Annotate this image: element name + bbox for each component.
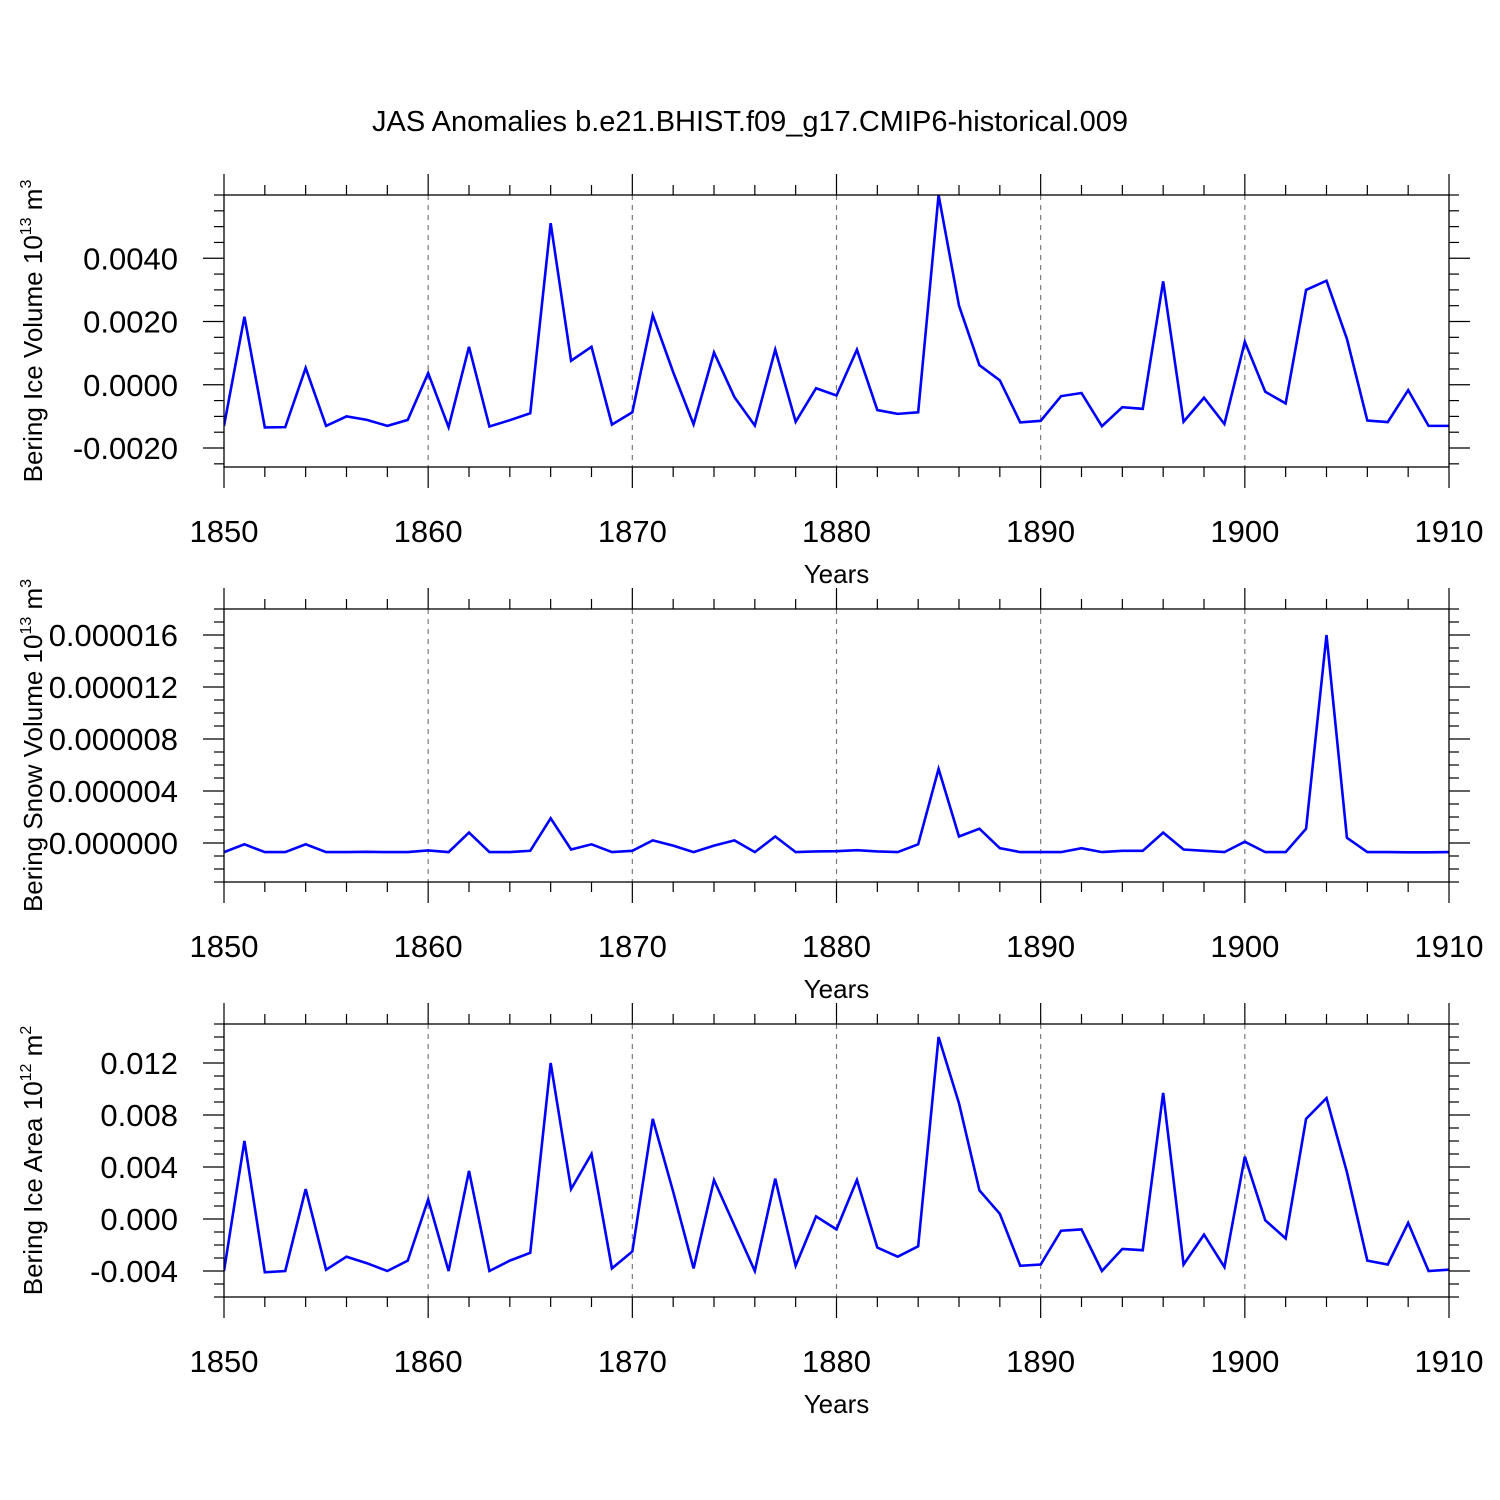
series-line: [224, 195, 1449, 432]
y-axis-label-text: Bering Ice Volume 10: [18, 235, 48, 482]
x-tick-label: 1870: [598, 514, 667, 549]
plot-frame: [223, 1023, 1450, 1298]
y-tick-label: 0.000004: [49, 774, 178, 809]
y-axis-label: Bering Snow Volume 1013 m3: [18, 579, 48, 912]
x-axis-label: Years: [804, 974, 870, 1004]
y-axis-label-unit: m: [18, 1035, 48, 1064]
y-tick-label: 0.012: [100, 1046, 178, 1081]
y-tick-label: 0.0040: [83, 241, 178, 276]
plot-frame: [223, 194, 1450, 468]
series-line: [224, 634, 1449, 854]
x-tick-label: 1900: [1210, 929, 1279, 964]
x-tick-label: 1870: [598, 929, 667, 964]
y-axis-label: Bering Ice Volume 1013 m3: [18, 180, 48, 483]
y-tick-label: 0.004: [100, 1150, 178, 1185]
y-tick-label: 0.0020: [83, 305, 178, 340]
plot-frame: [223, 608, 1450, 883]
y-axis-label-exponent: 13: [18, 617, 35, 635]
x-tick-label: 1870: [598, 1344, 667, 1379]
y-tick-label: 0.000000: [49, 826, 178, 861]
y-axis-label-unit-exponent: 3: [18, 180, 35, 189]
x-tick-label: 1860: [394, 929, 463, 964]
y-tick-label: 0.000016: [49, 618, 178, 653]
x-tick-label: 1890: [1006, 929, 1075, 964]
x-tick-label: 1880: [802, 929, 871, 964]
y-axis-label: Bering Ice Area 1012 m2: [18, 1026, 48, 1296]
x-tick-label: 1850: [190, 1344, 259, 1379]
x-tick-label: 1850: [190, 514, 259, 549]
y-axis-label-exponent: 13: [18, 217, 35, 235]
x-axis-label: Years: [804, 559, 870, 589]
y-axis-label-text: Bering Snow Volume 10: [18, 635, 48, 913]
figure-title: JAS Anomalies b.e21.BHIST.f09_g17.CMIP6-…: [372, 106, 1128, 138]
x-tick-label: 1850: [190, 929, 259, 964]
y-axis-label-exponent: 12: [18, 1063, 35, 1081]
x-tick-label: 1880: [802, 514, 871, 549]
x-tick-label: 1890: [1006, 514, 1075, 549]
chart-panel-ice-volume: -0.0020 0.0000 0.0020 0.0040 1850 1860 1870 188…: [18, 174, 1483, 589]
y-axis-label-unit: m: [18, 189, 48, 218]
y-axis-label-unit-exponent: 3: [18, 579, 35, 588]
x-tick-label: 1860: [394, 514, 463, 549]
chart-panel-ice-area: -0.004 0.000 0.004 0.008 0.012 1850 1860 1870 18…: [18, 1003, 1483, 1419]
y-tick-label: -0.004: [90, 1254, 178, 1289]
x-tick-label: 1860: [394, 1344, 463, 1379]
chart-panel-snow-volume: 0.000000 0.000004 0.000008 0.000012 0.000016…: [18, 579, 1483, 1004]
series-line: [224, 1036, 1449, 1276]
y-tick-label: 0.000008: [49, 722, 178, 757]
y-tick-label: -0.0020: [73, 431, 178, 466]
panels: -0.0020 0.0000 0.0020 0.0040 1850 1860 1870 188…: [18, 174, 1483, 1419]
y-axis-label-text: Bering Ice Area 10: [18, 1081, 48, 1295]
y-tick-label: 0.008: [100, 1098, 178, 1133]
x-tick-label: 1910: [1415, 1344, 1484, 1379]
x-tick-label: 1910: [1415, 514, 1484, 549]
x-tick-label: 1910: [1415, 929, 1484, 964]
y-axis-label-unit: m: [18, 588, 48, 617]
y-tick-label: 0.000012: [49, 670, 178, 705]
x-tick-label: 1880: [802, 1344, 871, 1379]
x-axis-label: Years: [804, 1389, 870, 1419]
x-tick-label: 1900: [1210, 514, 1279, 549]
y-axis-label-unit-exponent: 2: [18, 1026, 35, 1035]
y-tick-label: 0.000: [100, 1202, 178, 1237]
x-tick-label: 1890: [1006, 1344, 1075, 1379]
y-tick-label: 0.0000: [83, 368, 178, 403]
x-tick-label: 1900: [1210, 1344, 1279, 1379]
